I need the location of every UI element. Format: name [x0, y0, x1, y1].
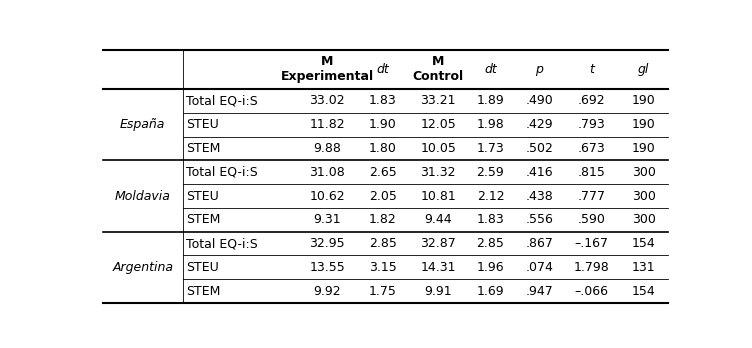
Text: .429: .429 — [526, 118, 553, 131]
Text: –.066: –.066 — [575, 285, 608, 298]
Text: 300: 300 — [632, 166, 656, 179]
Text: 131: 131 — [632, 261, 656, 274]
Text: 9.88: 9.88 — [313, 142, 341, 155]
Text: 10.81: 10.81 — [420, 190, 456, 203]
Text: 1.98: 1.98 — [477, 118, 505, 131]
Text: 31.32: 31.32 — [420, 166, 456, 179]
Text: .947: .947 — [526, 285, 553, 298]
Text: 2.85: 2.85 — [477, 237, 505, 250]
Text: M
Control: M Control — [413, 55, 464, 84]
Text: Moldavia: Moldavia — [115, 190, 171, 203]
Text: .793: .793 — [578, 118, 605, 131]
Text: .673: .673 — [578, 142, 605, 155]
Text: Total EQ-i:S: Total EQ-i:S — [186, 94, 258, 108]
Text: 154: 154 — [632, 285, 656, 298]
Text: .815: .815 — [578, 166, 605, 179]
Text: gl: gl — [638, 63, 649, 76]
Text: 33.21: 33.21 — [420, 94, 456, 108]
Text: 1.80: 1.80 — [368, 142, 396, 155]
Text: 31.08: 31.08 — [309, 166, 345, 179]
Text: 10.62: 10.62 — [309, 190, 345, 203]
Text: STEU: STEU — [186, 190, 219, 203]
Text: 1.69: 1.69 — [477, 285, 505, 298]
Text: M
Experimental: M Experimental — [280, 55, 374, 84]
Text: 10.05: 10.05 — [420, 142, 456, 155]
Text: .074: .074 — [526, 261, 553, 274]
Text: 2.05: 2.05 — [368, 190, 396, 203]
Text: 2.12: 2.12 — [477, 190, 505, 203]
Text: 3.15: 3.15 — [368, 261, 396, 274]
Text: 300: 300 — [632, 213, 656, 226]
Text: 9.31: 9.31 — [314, 213, 341, 226]
Text: 300: 300 — [632, 190, 656, 203]
Text: .502: .502 — [526, 142, 553, 155]
Text: Argentina: Argentina — [112, 261, 173, 274]
Text: Total EQ-i:S: Total EQ-i:S — [186, 237, 258, 250]
Text: 1.96: 1.96 — [477, 261, 505, 274]
Text: 1.73: 1.73 — [477, 142, 505, 155]
Text: 12.05: 12.05 — [420, 118, 456, 131]
Text: STEM: STEM — [186, 285, 220, 298]
Text: STEM: STEM — [186, 213, 220, 226]
Text: 1.82: 1.82 — [368, 213, 396, 226]
Text: España: España — [120, 118, 165, 131]
Text: 32.95: 32.95 — [309, 237, 345, 250]
Text: .416: .416 — [526, 166, 553, 179]
Text: 13.55: 13.55 — [309, 261, 345, 274]
Text: 2.85: 2.85 — [368, 237, 396, 250]
Text: 1.90: 1.90 — [368, 118, 396, 131]
Text: dt: dt — [484, 63, 497, 76]
Text: Total EQ-i:S: Total EQ-i:S — [186, 166, 258, 179]
Text: 190: 190 — [632, 94, 656, 108]
Text: STEU: STEU — [186, 118, 219, 131]
Text: 14.31: 14.31 — [420, 261, 456, 274]
Text: .438: .438 — [526, 190, 553, 203]
Text: 9.91: 9.91 — [424, 285, 452, 298]
Text: 32.87: 32.87 — [420, 237, 456, 250]
Text: 2.59: 2.59 — [477, 166, 505, 179]
Text: –.167: –.167 — [575, 237, 608, 250]
Text: .556: .556 — [526, 213, 553, 226]
Text: t: t — [589, 63, 594, 76]
Text: 11.82: 11.82 — [309, 118, 345, 131]
Text: .590: .590 — [578, 213, 605, 226]
Text: 1.83: 1.83 — [477, 213, 505, 226]
Text: 1.83: 1.83 — [368, 94, 396, 108]
Text: .490: .490 — [526, 94, 553, 108]
Text: 9.92: 9.92 — [314, 285, 341, 298]
Text: 2.65: 2.65 — [368, 166, 396, 179]
Text: 1.798: 1.798 — [574, 261, 609, 274]
Text: .692: .692 — [578, 94, 605, 108]
Text: STEU: STEU — [186, 261, 219, 274]
Text: dt: dt — [376, 63, 389, 76]
Text: p: p — [535, 63, 543, 76]
Text: 190: 190 — [632, 118, 656, 131]
Text: 1.89: 1.89 — [477, 94, 505, 108]
Text: 190: 190 — [632, 142, 656, 155]
Text: 154: 154 — [632, 237, 656, 250]
Text: .867: .867 — [526, 237, 553, 250]
Text: 1.75: 1.75 — [368, 285, 396, 298]
Text: 9.44: 9.44 — [424, 213, 452, 226]
Text: STEM: STEM — [186, 142, 220, 155]
Text: 33.02: 33.02 — [309, 94, 345, 108]
Text: .777: .777 — [578, 190, 605, 203]
